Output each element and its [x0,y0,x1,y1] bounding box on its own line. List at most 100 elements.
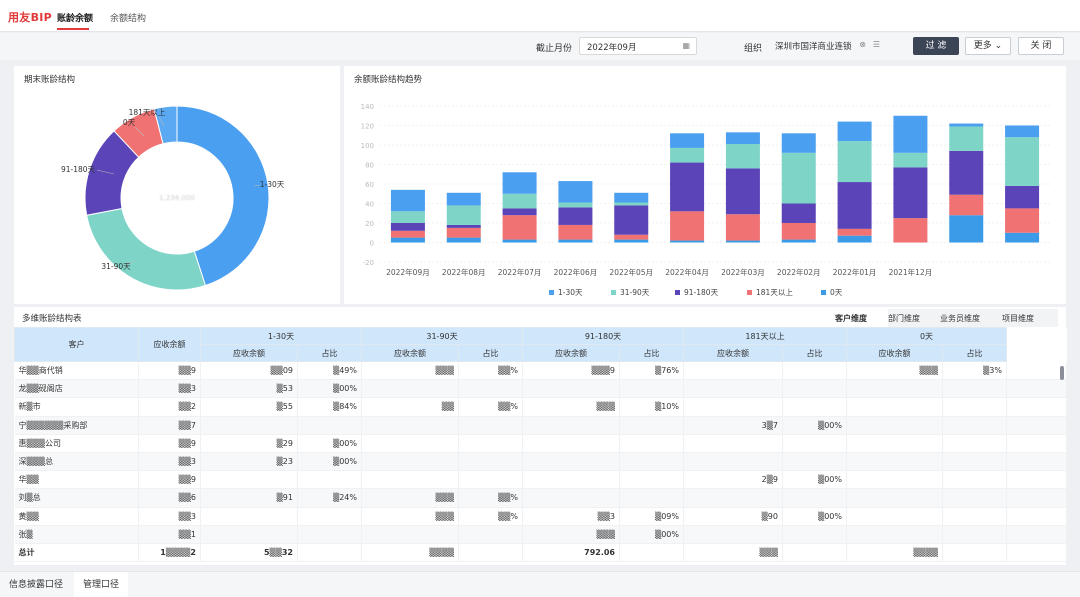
tab-department-dimension[interactable]: 部门维度 [888,314,920,323]
bar-segment[interactable] [670,211,705,241]
legend-label[interactable]: 181天以上 [756,288,793,297]
bar-segment[interactable] [390,211,425,223]
tab-balance-structure[interactable]: 余额结构 [110,14,147,24]
table-row[interactable]: 新▒市 ▒▒2 ▒55 ▒84% ▒▒ ▒▒% ▒▒▒ ▒10% [14,397,1067,417]
bar-segment[interactable] [725,240,760,243]
tab-aging-balance[interactable]: 账龄余额 [57,14,94,24]
bar-segment[interactable] [502,215,537,240]
bar-segment[interactable] [558,202,593,208]
clear-icon[interactable]: ⊗ [859,40,866,49]
bar-segment[interactable] [502,193,537,209]
tab-salesperson-dimension[interactable]: 业务员维度 [940,314,980,323]
bar-segment[interactable] [1005,208,1040,233]
list-icon[interactable]: ☰ [872,40,880,49]
bar-segment[interactable] [614,192,649,203]
tab-management-caliber[interactable]: 管理口径 [74,572,129,597]
org-select[interactable]: 深圳市国洋商业连锁 ⊗ ☰ [768,37,886,55]
table-row[interactable]: 张▒ ▒▒1 ▒▒▒ ▒00% [14,525,1067,544]
bar-segment[interactable] [893,218,928,243]
legend-label[interactable]: 91-180天 [684,288,719,297]
legend-swatch[interactable] [611,290,616,295]
table-row[interactable]: 黄▒▒ ▒▒3 ▒▒▒ ▒▒% ▒▒3 ▒09% ▒90 ▒00% [14,507,1067,526]
bar-segment[interactable] [558,207,593,225]
bar-segment[interactable] [390,230,425,238]
more-button[interactable]: 更多 ⌄ [965,37,1011,55]
bar-segment[interactable] [837,182,872,229]
bar-segment[interactable] [614,239,649,243]
bar-segment[interactable] [670,147,705,163]
bar-segment[interactable] [1005,185,1040,209]
bar-segment[interactable] [614,202,649,206]
month-picker[interactable]: 2022年09月 ▦ [579,37,697,55]
bar-segment[interactable] [949,123,984,127]
bar-segment[interactable] [949,126,984,151]
legend-label[interactable]: 0天 [830,288,843,297]
legend-swatch[interactable] [675,290,680,295]
bar-segment[interactable] [949,215,984,243]
table-row[interactable]: 宁▒▒▒▒▒▒采购部 ▒▒7 3▒7 ▒00% [14,416,1067,435]
filter-button[interactable]: 过 滤 [913,37,959,55]
bar-segment[interactable] [670,162,705,212]
bar-segment[interactable] [949,150,984,195]
legend-label[interactable]: 1-30天 [558,288,583,297]
bar-segment[interactable] [614,234,649,240]
bar-segment[interactable] [502,239,537,243]
tab-disclosure-caliber[interactable]: 信息披露口径 [9,580,64,590]
bar-segment[interactable] [558,239,593,243]
bar-segment[interactable] [781,152,816,204]
bar-segment[interactable] [837,235,872,243]
bar-segment[interactable] [446,237,481,243]
legend-swatch[interactable] [821,290,826,295]
bar-segment[interactable] [390,223,425,231]
bar-segment[interactable] [725,144,760,169]
bar-segment[interactable] [558,224,593,240]
bar-segment[interactable] [502,208,537,216]
bar-segment[interactable] [614,205,649,235]
table-row[interactable]: 华▒▒商代销 ▒▒9 ▒▒09 ▒49% ▒▒▒ ▒▒% ▒▒▒9 ▒76% ▒▒▒ ▒3% [14,361,1067,381]
close-button[interactable]: 关 闭 [1018,37,1064,55]
donut-slice-31-90[interactable] [86,207,207,291]
table-row[interactable]: 华▒▒ ▒▒9 2▒9 ▒00% [14,470,1067,490]
legend-swatch[interactable] [747,290,752,295]
bar-segment[interactable] [446,224,481,228]
bar-segment[interactable] [781,133,816,153]
total-row[interactable]: 总计 1▒▒▒▒2 5▒▒32 ▒▒▒▒ 792.06 ▒▒▒ ▒▒▒▒ [14,542,1067,563]
bar-segment[interactable] [781,239,816,243]
legend-label[interactable]: 31-90天 [620,288,650,297]
bar-segment[interactable] [558,181,593,203]
bar-segment[interactable] [725,168,760,215]
bar-segment[interactable] [446,192,481,206]
bar-segment[interactable] [837,121,872,142]
bar-segment[interactable] [1005,125,1040,138]
bar-segment[interactable] [893,167,928,219]
bar-segment[interactable] [837,141,872,183]
bar-segment[interactable] [390,237,425,243]
table-scrollbar[interactable] [1060,366,1064,380]
bar-segment[interactable] [446,205,481,225]
value-cell [361,470,459,490]
bar-segment[interactable] [893,115,928,153]
bar-segment[interactable] [446,227,481,238]
tab-customer-dimension[interactable]: 客户维度 [835,314,867,323]
bar-segment[interactable] [949,194,984,216]
bar-segment[interactable] [893,152,928,168]
bar-segment[interactable] [1005,232,1040,243]
bar-segment[interactable] [670,240,705,243]
table-row[interactable]: 龙▒▒砚阁店 ▒▒3 ▒53 ▒00% [14,379,1067,399]
bar-segment[interactable] [390,189,425,212]
bar-segment[interactable] [837,228,872,236]
bar-segment[interactable] [1005,137,1040,186]
legend-swatch[interactable] [549,290,554,295]
tab-project-dimension[interactable]: 项目维度 [1002,314,1034,323]
bar-segment[interactable] [725,132,760,145]
table-row[interactable]: 深▒▒▒总 ▒▒3 ▒23 ▒00% [14,452,1067,472]
bar-segment[interactable] [781,203,816,224]
bar-segment[interactable] [781,223,816,240]
table-row[interactable]: 惠▒▒▒公司 ▒▒9 ▒29 ▒00% [14,434,1067,453]
bar-segment[interactable] [725,214,760,241]
donut-slice-0[interactable] [153,105,178,145]
bar-segment[interactable] [670,133,705,148]
bar-segment[interactable] [502,172,537,194]
table-row[interactable]: 刘▒总 ▒▒6 ▒91 ▒24% ▒▒▒ ▒▒% [14,488,1067,508]
donut-slice-1-30[interactable] [176,105,270,287]
